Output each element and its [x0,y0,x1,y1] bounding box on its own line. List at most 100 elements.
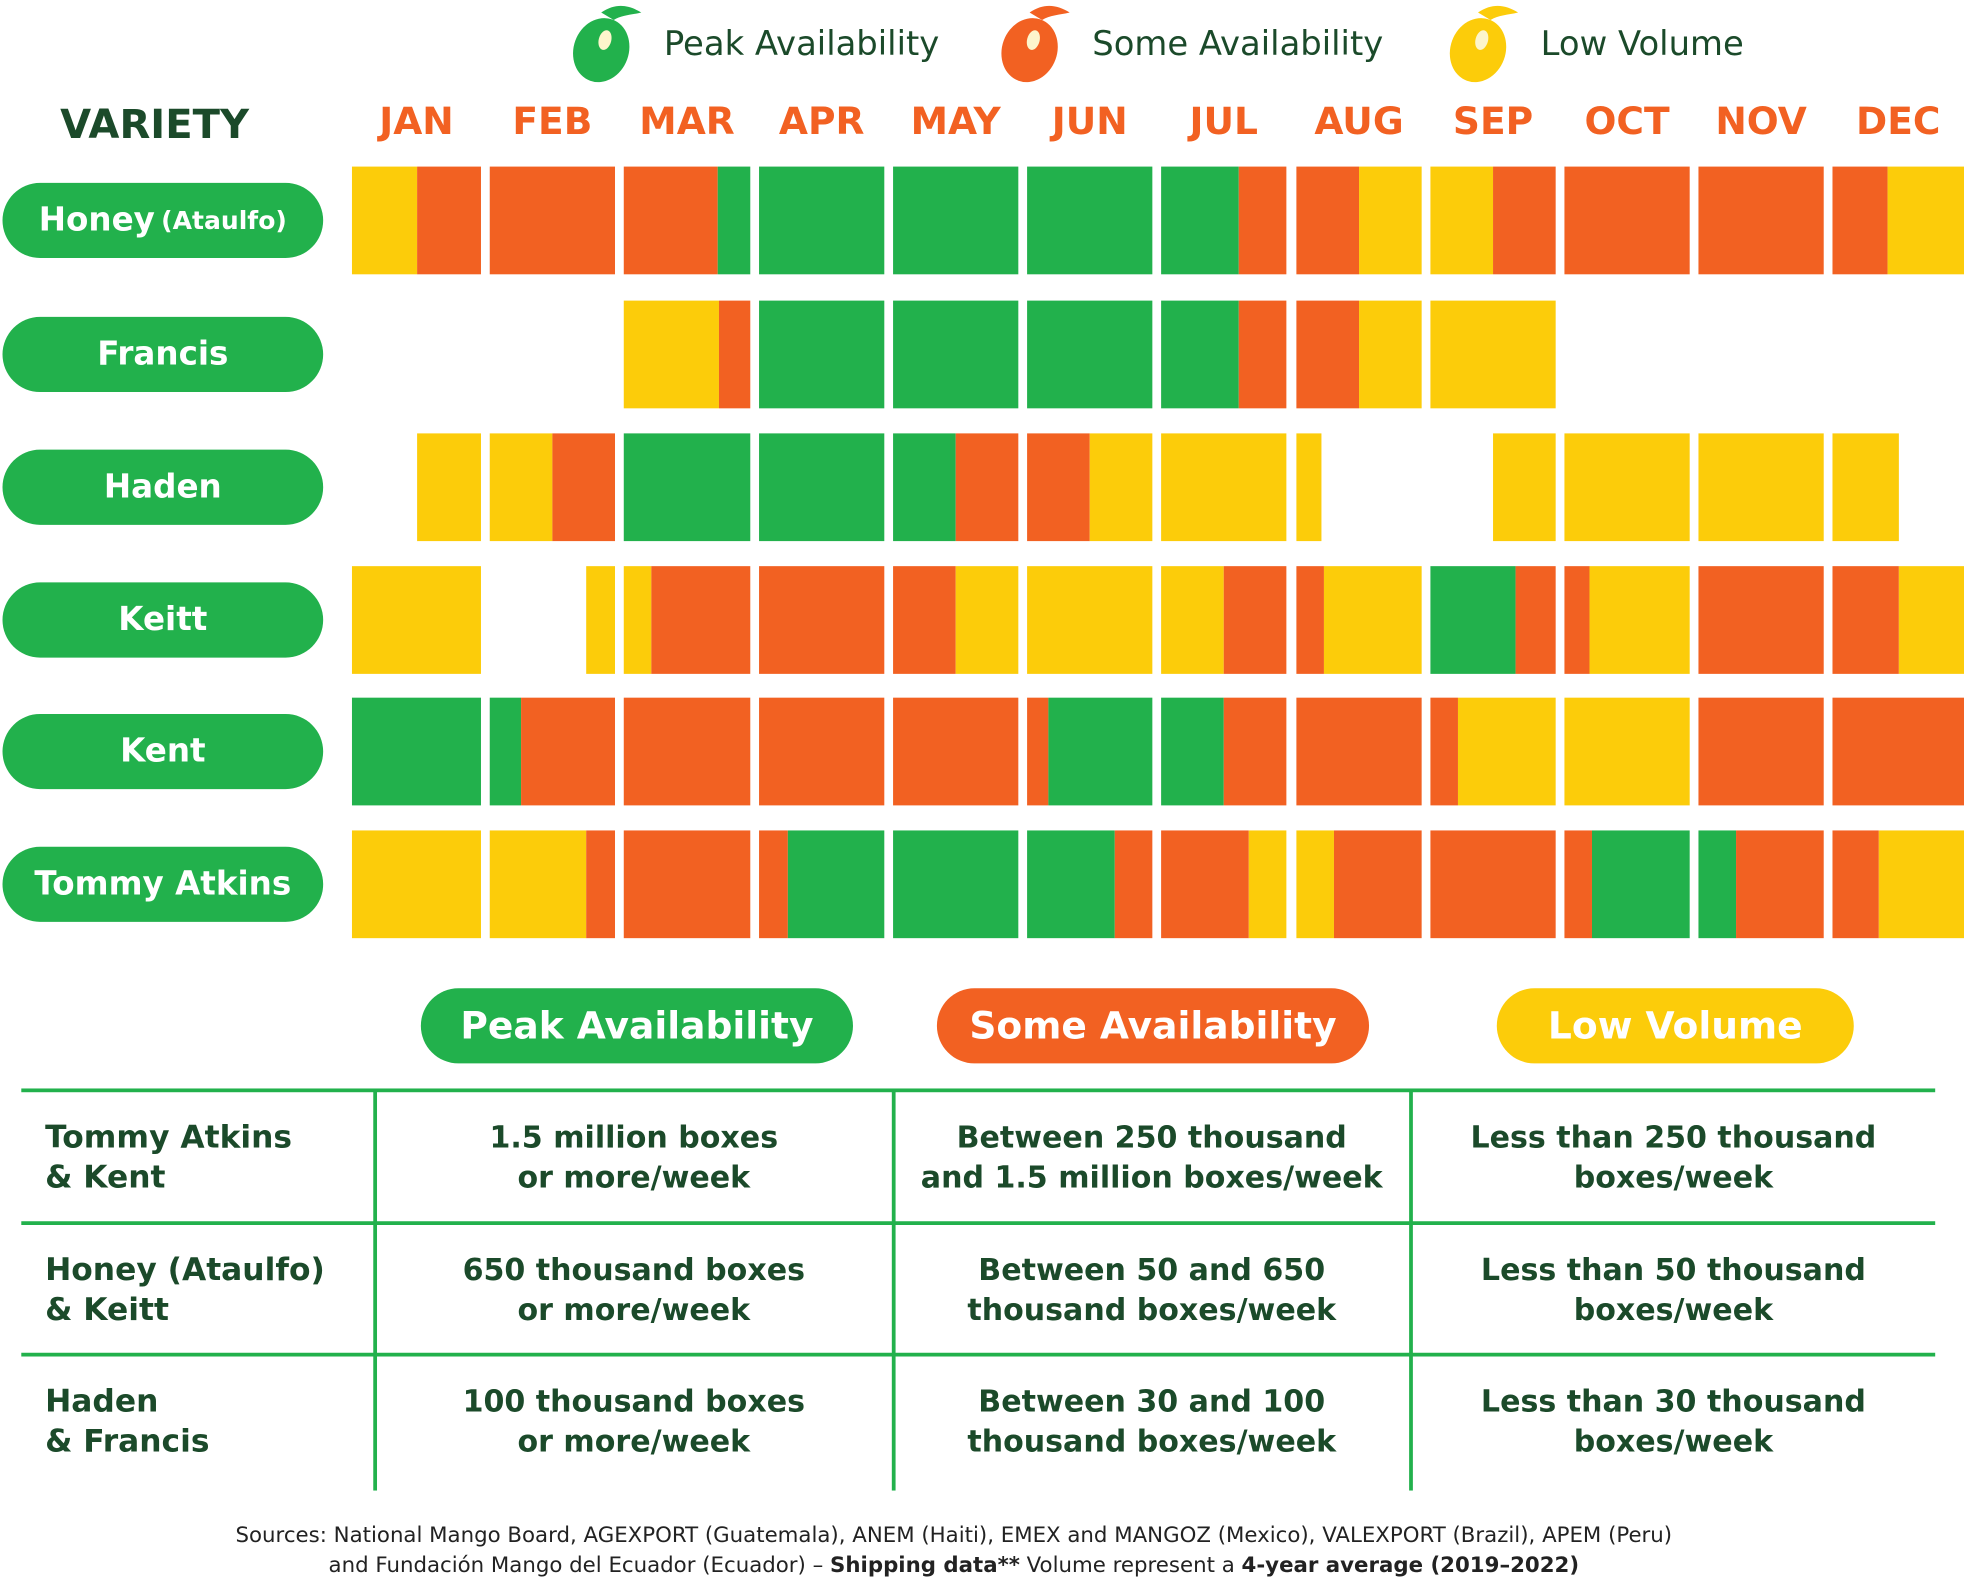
availability-segment-low [1248,830,1287,939]
availability-segment-some [1333,830,1422,939]
shipping-data-label: Shipping data** [830,1553,1020,1579]
availability-segment-some [1493,166,1556,275]
availability-segment-low [351,566,481,674]
availability-segment-some [1564,566,1590,674]
availability-segment-low [955,566,1019,674]
legend-label: Peak Availability [663,24,940,64]
availability-segment-some [651,566,751,674]
variety-label: Honey (Ataulfo) [2,182,324,259]
availability-segment-low [1089,433,1153,542]
variety-name: Kent [120,732,206,771]
availability-segment-low [1887,166,1964,275]
legend-label: Some Availability [1092,24,1384,64]
variety-header: VARIETY [60,100,249,148]
variety-name: Tommy Atkins [34,865,292,904]
availability-segment-some [1564,166,1690,275]
volume-text: Volume represent a [1019,1553,1242,1579]
availability-segment-low [586,566,616,674]
month-label-nov: NOV [1715,100,1807,145]
variety-name: Haden [103,468,222,507]
availability-segment-some [1296,566,1324,674]
availability-segment-peak [717,166,751,275]
table-divider [1409,1089,1413,1491]
availability-segment-some [1296,300,1360,409]
availability-segment-some [1238,166,1287,275]
table-cell: 1.5 million boxes or more/week [489,1119,779,1195]
availability-segment-some [1698,697,1824,806]
table-header-low: Low Volume [1496,988,1854,1064]
month-label-jun: JUN [1051,100,1128,145]
availability-segment-some [1430,697,1458,806]
availability-segment-some [623,166,718,275]
legend-label: Low Volume [1540,24,1744,64]
table-cell: 100 thousand boxes or more/week [462,1384,806,1460]
availability-segment-some [759,566,885,674]
availability-segment-peak [1161,166,1239,275]
availability-segment-some [416,166,481,275]
table-cell: Between 30 and 100 thousand boxes/week [967,1384,1337,1460]
availability-segment-peak [1591,830,1690,939]
availability-segment-some [1832,566,1899,674]
month-label-oct: OCT [1584,100,1670,145]
availability-segment-peak [893,300,1019,409]
variety-label: Tommy Atkins [2,846,324,922]
availability-segment-some [1296,697,1422,806]
availability-segment-peak [1430,566,1516,674]
availability-segment-some [893,697,1019,806]
average-label: 4-year average (2019–2022) [1241,1553,1580,1579]
table-cell: Less than 50 thousand boxes/week [1480,1251,1866,1328]
table-row-variety: Honey (Ataulfo) & Keitt [45,1250,325,1328]
month-label-feb: FEB [512,100,593,145]
sources-line-2: and Fundación Mango del Ecuador (Ecuador… [0,1553,1908,1578]
availability-segment-low [1359,300,1422,409]
availability-segment-peak [1161,300,1239,409]
availability-segment-some [1430,830,1556,939]
availability-segment-low [623,300,719,409]
availability-segment-low [1296,830,1334,939]
availability-segment-some [1296,166,1360,275]
month-label-dec: DEC [1856,100,1941,145]
mango-icon [573,5,642,83]
legend-item-low: Low Volume [1440,0,1744,88]
availability-segment-some [759,697,885,806]
availability-segment-some [1564,830,1592,939]
availability-segment-low [1898,566,1964,674]
table-divider [21,1221,1936,1225]
availability-segment-some [1832,697,1964,806]
availability-segment-low [1564,697,1690,806]
variety-label: Kent [2,713,324,790]
availability-segment-low [1832,433,1899,542]
month-label-jul: JUL [1189,100,1258,145]
table-header-peak: Peak Availability [420,988,853,1064]
availability-segment-peak [759,300,885,409]
availability-segment-some [521,697,616,806]
availability-segment-low [489,433,553,542]
availability-segment-low [1161,566,1224,674]
availability-segment-peak [623,433,751,542]
availability-segment-some [1832,166,1888,275]
availability-segment-low [1430,300,1556,409]
availability-segment-peak [1698,830,1737,939]
variety-label: Francis [2,316,324,393]
table-cell: Less than 250 thousand boxes/week [1470,1119,1877,1195]
availability-segment-low [623,566,652,674]
sources-line-1: Sources: National Mango Board, AGEXPORT … [235,1523,1673,1549]
availability-segment-peak [1027,166,1153,275]
availability-segment-low [351,830,481,939]
availability-segment-low [1589,566,1690,674]
availability-segment-low [1430,166,1494,275]
availability-segment-peak [489,697,522,806]
legend-item-some: Some Availability [992,0,1383,88]
availability-segment-some [759,830,788,939]
availability-segment-low [1878,830,1964,939]
table-divider [891,1089,896,1491]
table-divider [373,1089,378,1491]
table-cell: Between 250 thousand and 1.5 million box… [920,1119,1383,1195]
availability-segment-peak [759,433,885,542]
availability-segment-peak [1161,697,1224,806]
availability-segment-low [489,830,587,939]
table-divider [21,1088,1936,1093]
availability-segment-some [893,566,956,674]
mango-icon [1001,5,1070,83]
